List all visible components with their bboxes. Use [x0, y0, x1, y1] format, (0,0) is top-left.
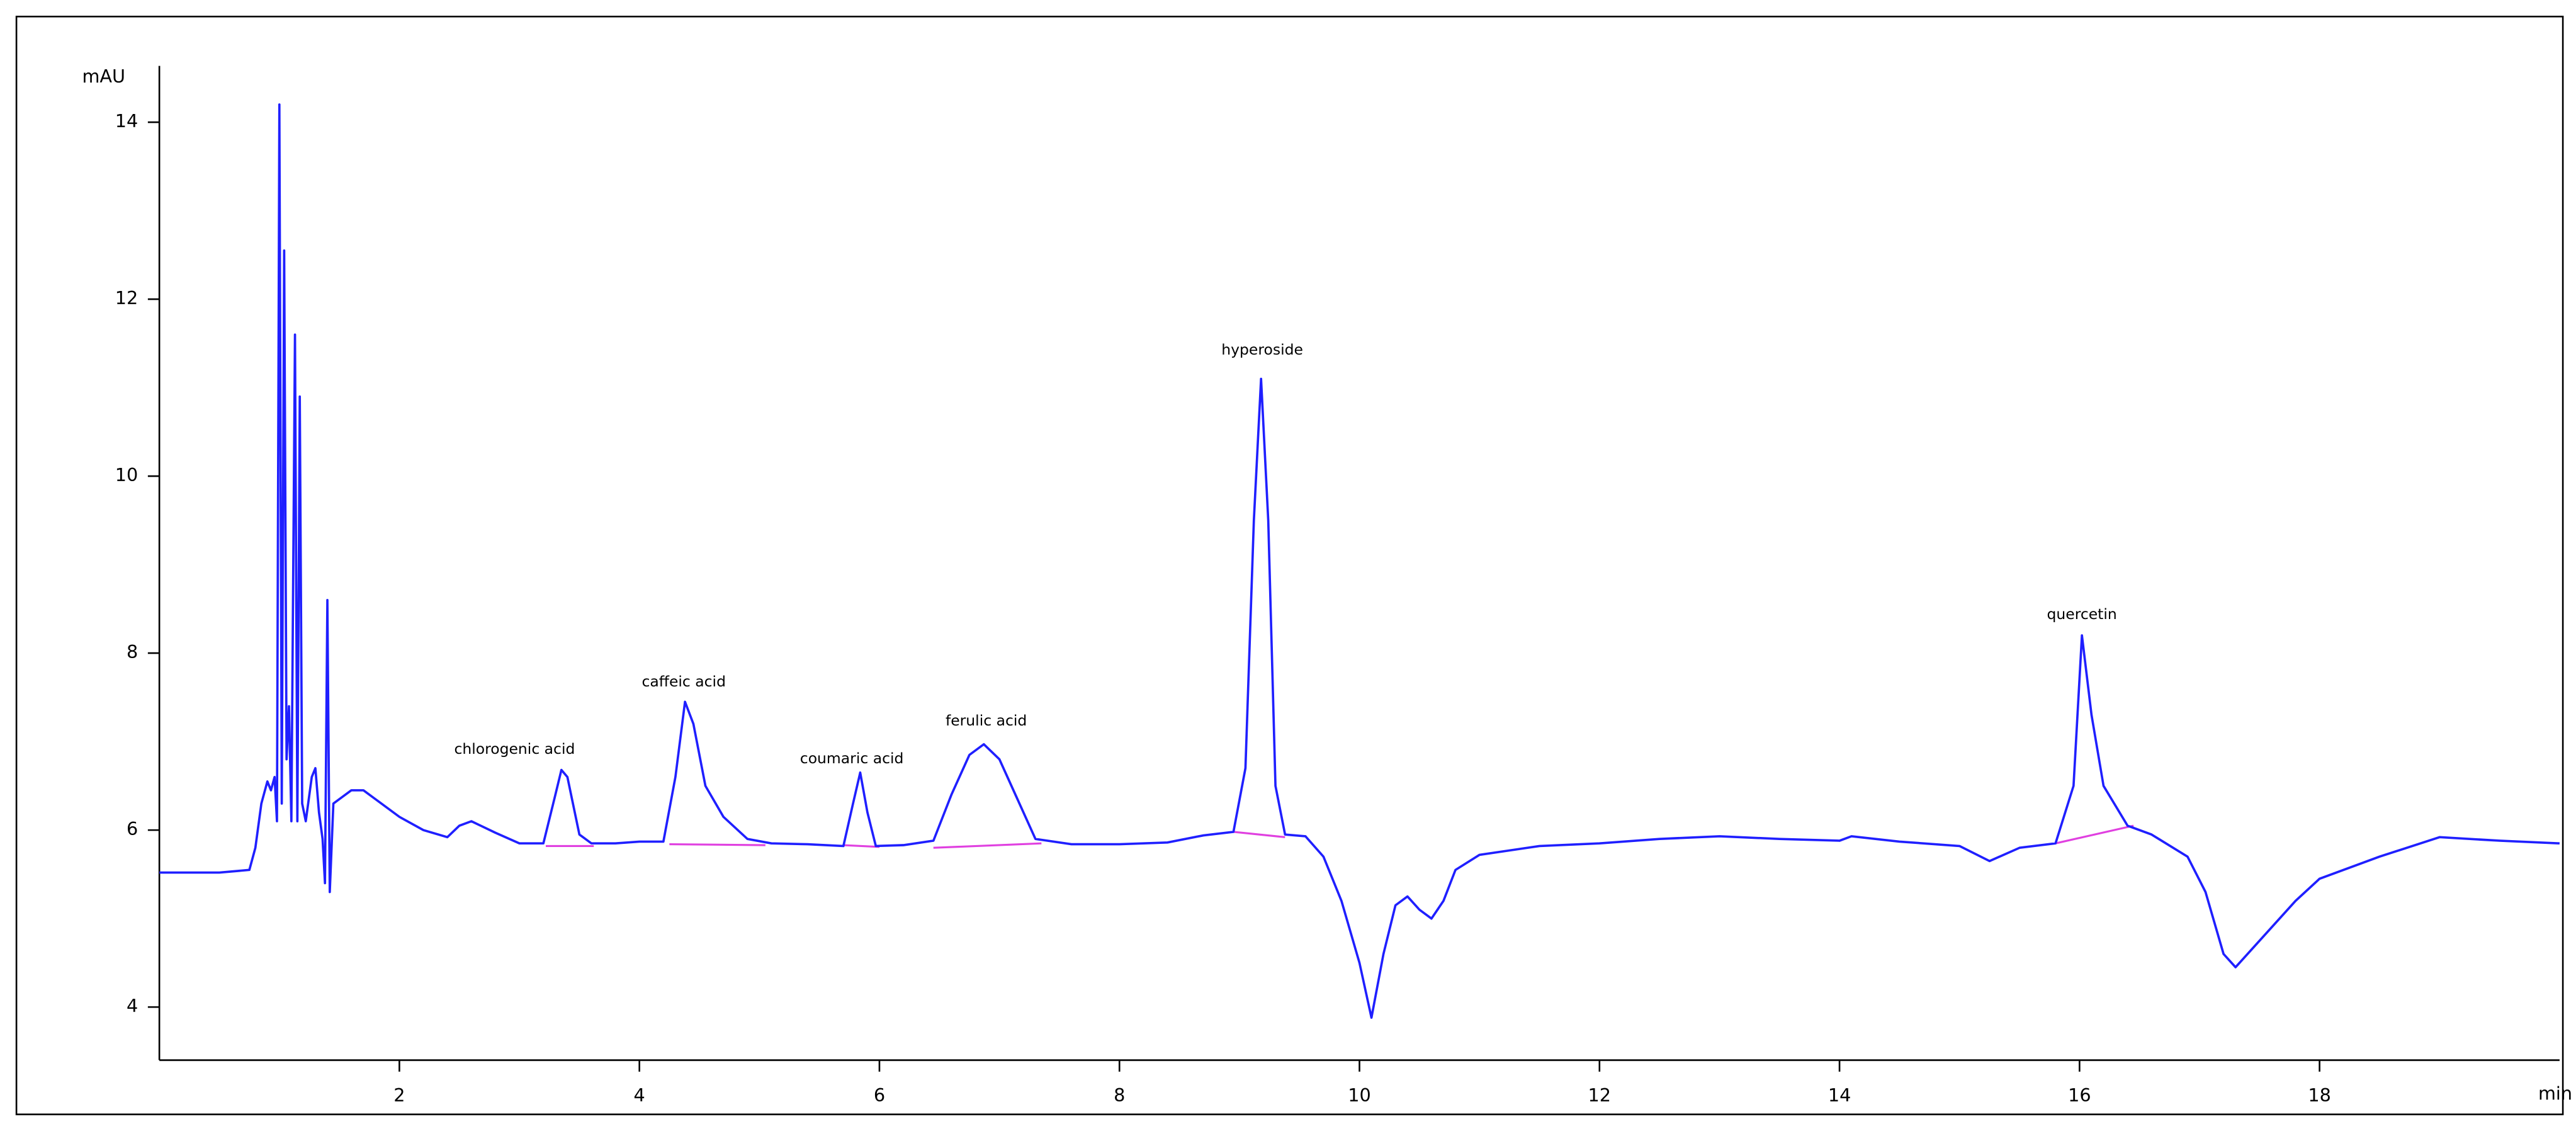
peak-label: caffeic acid — [641, 673, 725, 690]
y-tick-label: 6 — [127, 818, 138, 839]
x-tick-label: 8 — [1114, 1084, 1125, 1106]
y-tick-label: 10 — [115, 464, 138, 486]
peak-label: ferulic acid — [946, 712, 1027, 729]
x-tick-label: 2 — [393, 1084, 405, 1106]
x-tick-label: 14 — [1828, 1084, 1851, 1106]
y-axis-label: mAU — [82, 65, 125, 87]
integration-baseline — [1233, 831, 1285, 838]
x-tick-label: 12 — [1588, 1084, 1612, 1106]
peak-label: hyperoside — [1221, 341, 1303, 358]
integration-baseline — [933, 842, 1042, 849]
x-axis-label: min — [2538, 1083, 2572, 1104]
y-tick-label: 4 — [127, 995, 138, 1016]
y-tick-label: 12 — [115, 287, 138, 309]
trace — [159, 103, 2560, 1019]
peak-label: coumaric acid — [800, 749, 904, 767]
y-tick-label: 8 — [127, 641, 138, 663]
frame — [15, 15, 2564, 1115]
x-tick-label: 10 — [1348, 1084, 1371, 1106]
x-tick-label: 18 — [2308, 1084, 2331, 1106]
y-tick-label: 14 — [115, 110, 138, 132]
x-tick-label: 4 — [634, 1084, 645, 1106]
peak-label: chlorogenic acid — [454, 740, 575, 758]
integration-baseline — [669, 843, 765, 846]
integration-baseline — [2055, 824, 2134, 844]
x-tick-label: 6 — [874, 1084, 885, 1106]
peak-label: quercetin — [2047, 605, 2117, 623]
integration-baseline — [843, 844, 880, 848]
x-tick-label: 16 — [2068, 1084, 2091, 1106]
